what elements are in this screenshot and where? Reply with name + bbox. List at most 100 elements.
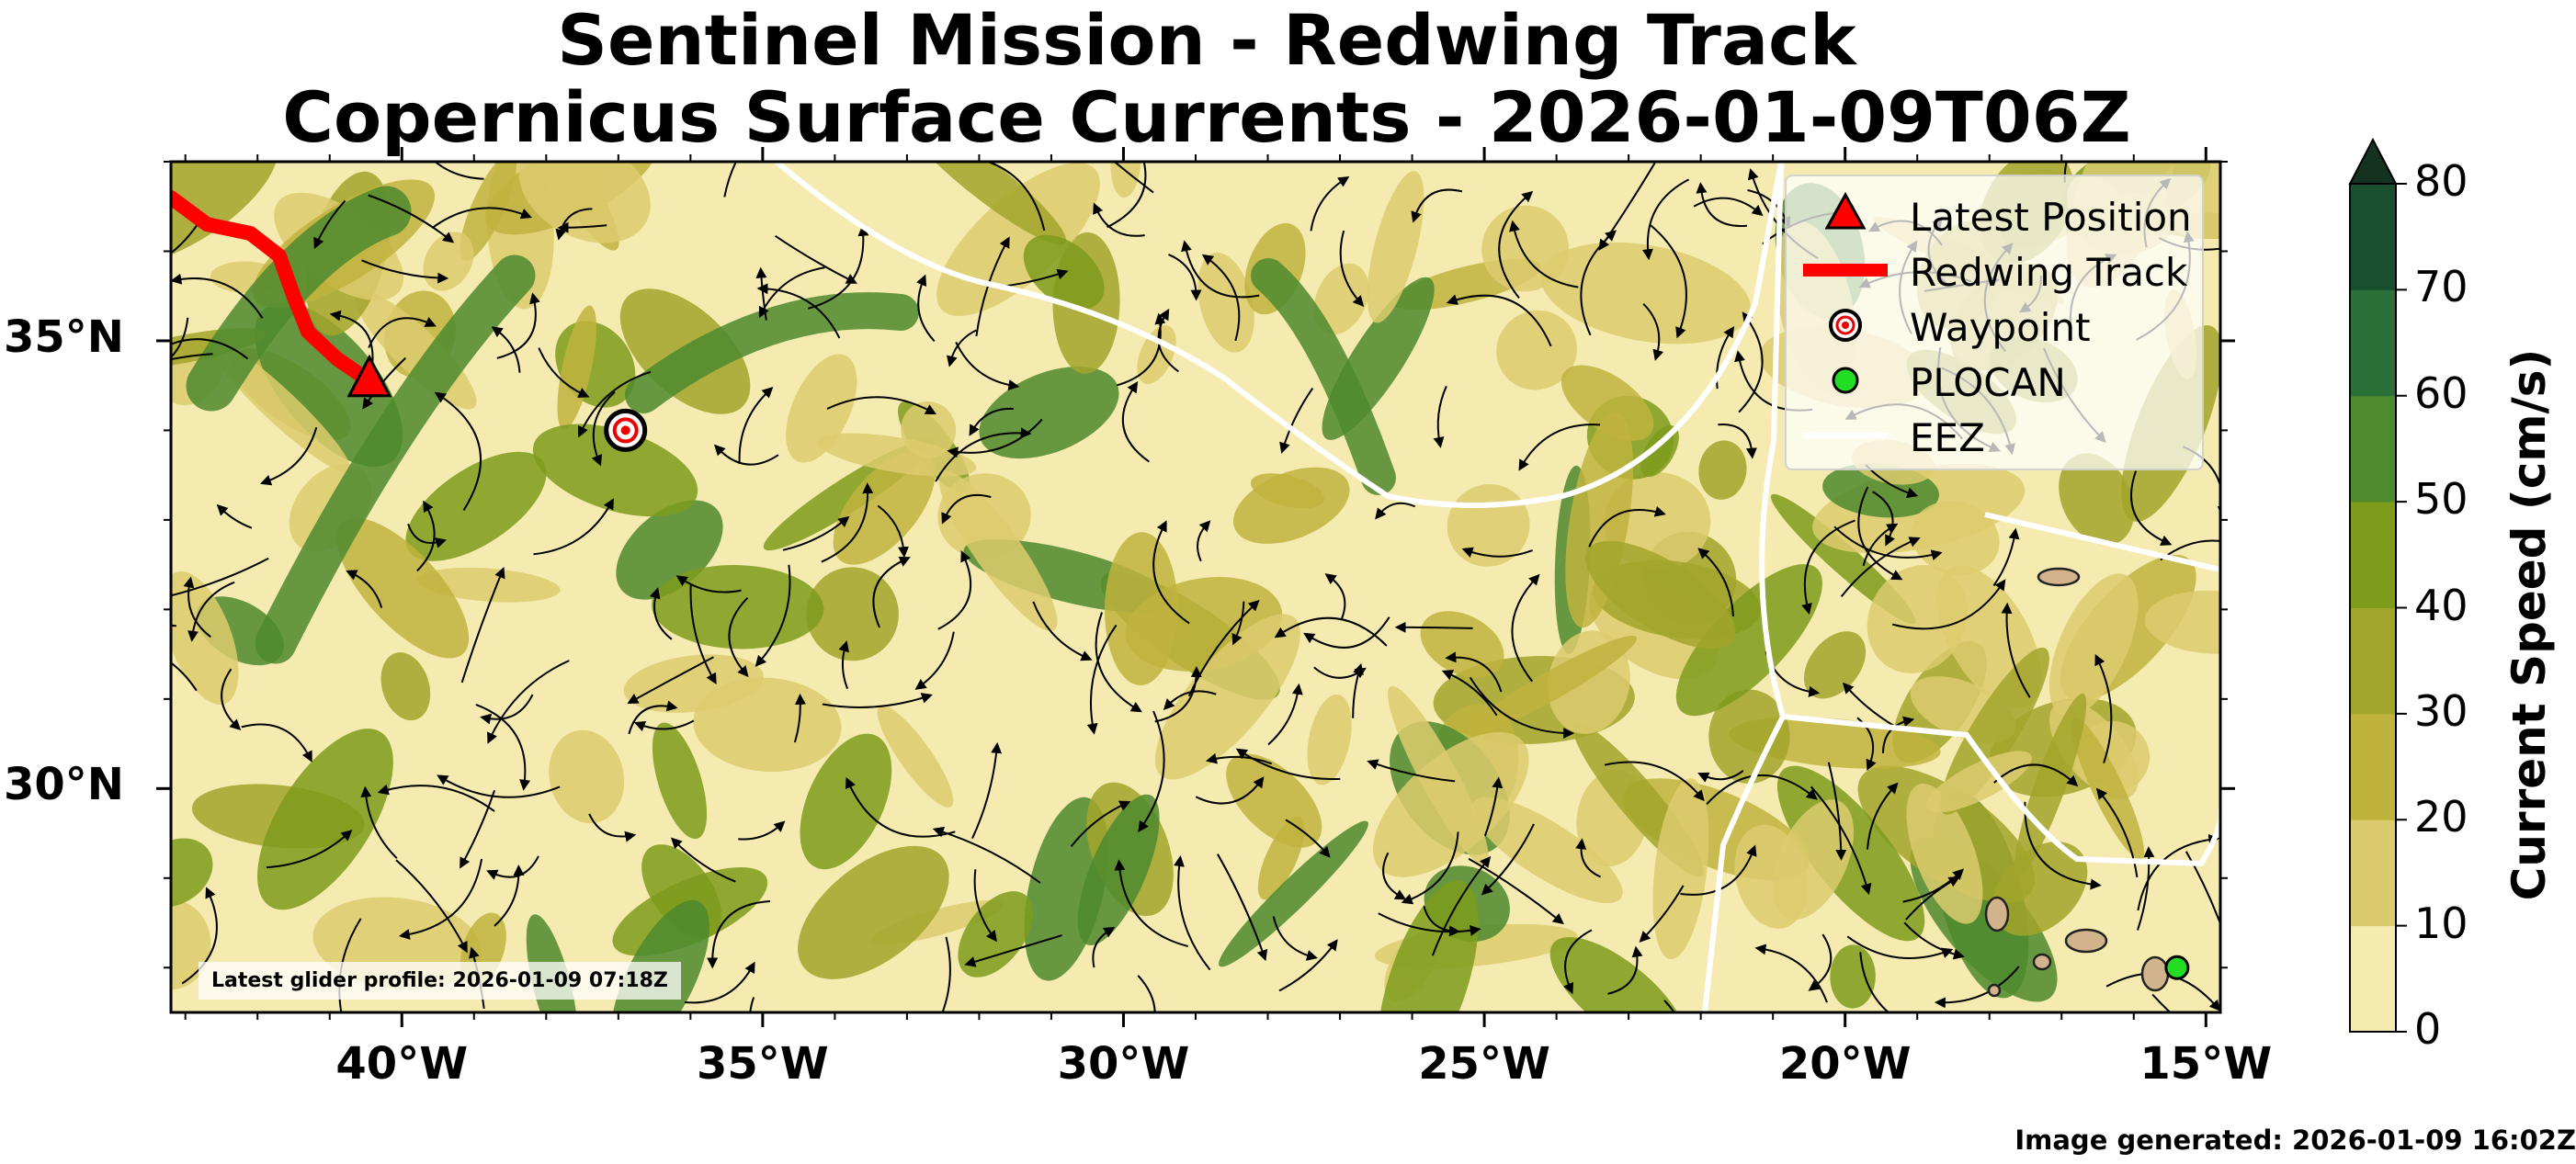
legend-label: EEZ <box>1910 415 1985 460</box>
eez-line <box>775 162 1784 508</box>
streamline <box>557 221 607 233</box>
latest-position-marker <box>346 354 392 398</box>
streamline <box>935 427 1032 482</box>
streamline <box>2001 602 2031 698</box>
legend-label: Latest Position <box>1910 195 2192 240</box>
speed-patch <box>1541 242 1751 345</box>
speed-patch <box>901 401 957 459</box>
colorbar-tick-label: 0 <box>2414 1004 2442 1054</box>
x-tick-label: 25°W <box>1418 1038 1550 1090</box>
speed-patch <box>1307 694 1352 785</box>
streamline <box>1093 202 1145 237</box>
map-title-line2: Copernicus Surface Currents - 2026-01-09… <box>282 76 2131 158</box>
streamline <box>738 820 786 841</box>
waypoint-center <box>620 425 630 435</box>
legend-label: Redwing Track <box>1910 250 2188 295</box>
streamline <box>1168 254 1202 301</box>
streamline <box>1846 935 1954 960</box>
streamline <box>437 774 561 798</box>
streamline <box>1905 876 1960 921</box>
speed-patch <box>1496 310 1577 390</box>
streamline <box>914 631 955 690</box>
streamline <box>1697 770 1744 783</box>
streamline <box>707 900 770 969</box>
x-tick-label: 15°W <box>2139 1038 2273 1090</box>
streamline <box>728 597 749 678</box>
speed-patch <box>786 354 857 463</box>
streamline <box>1235 748 1341 780</box>
colorbar-tick-label: 70 <box>2414 262 2468 312</box>
island-shape <box>1984 896 2010 932</box>
redwing-track <box>171 190 377 389</box>
speed-patch <box>2071 717 2145 860</box>
streamline <box>1663 1000 1676 1012</box>
streamline <box>1483 776 1504 837</box>
island-shape <box>2140 955 2170 992</box>
speed-patch <box>877 705 954 808</box>
streamline <box>496 292 540 359</box>
colorbar-tick-label: 40 <box>2414 580 2468 630</box>
eez-boundary <box>775 162 2220 1012</box>
x-tick-label: 30°W <box>1057 1038 1190 1090</box>
island-shape <box>2032 953 2052 971</box>
colorbar-tick-label: 50 <box>2414 474 2468 525</box>
speed-patch <box>423 232 474 291</box>
streamline <box>2160 539 2220 561</box>
eez-line <box>1984 512 2220 572</box>
speed-patch <box>171 571 239 706</box>
colorbar-extend-arrow <box>2348 137 2398 185</box>
colorbar <box>2348 137 2407 1033</box>
speed-patch <box>1367 171 1424 323</box>
speed-patch <box>833 451 936 565</box>
streamline <box>1274 616 1388 647</box>
streamline <box>1903 921 1965 960</box>
streamline <box>431 207 532 230</box>
speed-patch <box>1830 944 1876 1009</box>
streamline <box>377 784 495 812</box>
streamline <box>947 418 1043 458</box>
streamline <box>241 723 312 763</box>
latest-profile-note: Latest glider profile: 2026-01-09 07:18Z <box>199 962 681 1000</box>
streamline <box>1840 537 1921 598</box>
streamline <box>1518 424 1601 471</box>
legend-item-latest-position: Latest Position <box>1787 187 2202 243</box>
streamline <box>793 693 806 743</box>
speed-patch <box>1388 685 1489 865</box>
streamline <box>1993 763 2079 787</box>
streamline <box>171 624 177 627</box>
streamline <box>1469 676 1575 740</box>
colorbar-tick-label: 10 <box>2414 898 2468 948</box>
streamline <box>738 386 774 465</box>
speed-patch <box>417 567 561 603</box>
speed-patch <box>532 424 698 517</box>
streamline <box>1641 178 1690 261</box>
streamline <box>1498 190 1534 299</box>
streamline <box>1696 182 1747 227</box>
speed-patch <box>1803 631 1867 699</box>
x-tick-label: 40°W <box>335 1038 469 1090</box>
streamline <box>1431 855 1492 956</box>
streamline <box>2151 993 2172 1012</box>
speed-patch <box>549 729 625 824</box>
speed-patch <box>1698 440 1747 500</box>
streamline <box>1693 197 1764 217</box>
streamline <box>2024 801 2102 890</box>
streamline <box>649 587 673 640</box>
streamline <box>398 858 483 940</box>
speed-patch <box>2014 693 2087 876</box>
streamline <box>1716 325 1735 390</box>
speed-jet <box>255 254 536 664</box>
speed-patch <box>1154 614 1300 780</box>
streamline <box>480 694 534 725</box>
streamline <box>1934 966 2020 1009</box>
streamline <box>1842 682 1896 728</box>
streamline <box>1859 952 1890 1012</box>
streamline <box>675 575 742 593</box>
streamline <box>1303 616 1390 649</box>
streamline <box>1106 162 1147 229</box>
speed-patch <box>336 517 470 659</box>
streamline <box>955 341 1020 390</box>
streamline <box>2129 470 2173 546</box>
colorbar-segment <box>2350 713 2396 820</box>
streamline <box>1117 312 1166 387</box>
